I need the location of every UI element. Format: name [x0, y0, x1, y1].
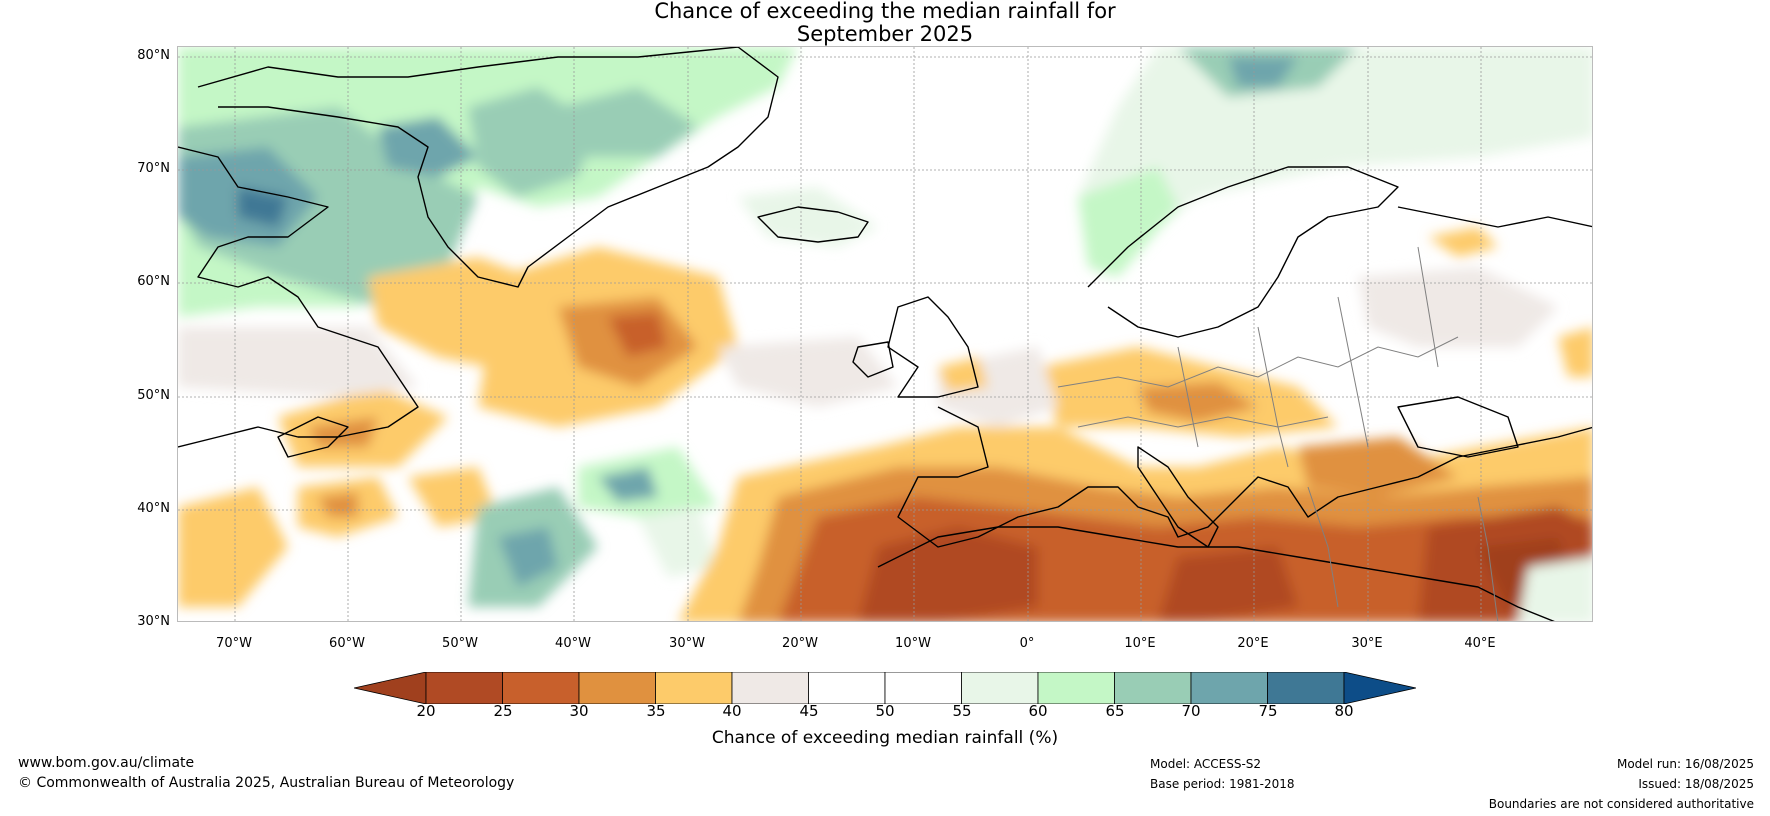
colorbar-tick-65: 65 — [1105, 702, 1125, 720]
colorbar-segment-75-80 — [1267, 672, 1345, 704]
colorbar-label: Chance of exceeding median rainfall (%) — [711, 728, 1059, 748]
lat-label-80n: 80°N — [137, 48, 170, 63]
coastline-great-britain — [887, 296, 979, 398]
coastline-southern-europe — [897, 406, 1592, 548]
coastline-greenland — [197, 47, 779, 288]
colorbar-segment-45-50 — [808, 672, 886, 704]
lon-label-20e: 20°E — [1237, 636, 1269, 651]
probability-field — [178, 47, 1592, 621]
rainfall-probability-map — [177, 46, 1593, 622]
colorbar-segments — [354, 672, 1416, 704]
coastline-black-sea — [1397, 396, 1519, 458]
map-title: Chance of exceeding the median rainfall … — [0, 0, 1770, 46]
lon-label-10w: 10°W — [895, 636, 931, 651]
footer-copyright: © Commonwealth of Australia 2025, Austra… — [18, 775, 515, 791]
colorbar-extension-high — [1343, 672, 1416, 704]
footer-website: www.bom.gov.au/climate — [18, 755, 195, 771]
colorbar-segment-70-75 — [1190, 672, 1268, 704]
colorbar-segment-35-40 — [655, 672, 733, 704]
colorbar-tick-30: 30 — [569, 702, 589, 720]
country-borders — [1057, 246, 1499, 621]
lat-label-30n: 30°N — [137, 614, 170, 629]
colorbar-segment-25-30 — [502, 672, 580, 704]
footer-model: Model: ACCESS-S2 — [1150, 757, 1262, 771]
lon-label-40w: 40°W — [555, 636, 591, 651]
map-title-line-1: Chance of exceeding the median rainfall … — [654, 0, 1116, 23]
lon-label-10e: 10°E — [1124, 636, 1156, 651]
lon-label-20w: 20°W — [782, 636, 818, 651]
colorbar-tick-45: 45 — [799, 702, 819, 720]
colorbar-tick-35: 35 — [646, 702, 666, 720]
lon-label-70w: 70°W — [216, 636, 252, 651]
colorbar-segment-30-35 — [578, 672, 656, 704]
coastline-north-africa — [877, 526, 1555, 621]
lat-label-60n: 60°N — [137, 274, 170, 289]
colorbar-tick-25: 25 — [493, 702, 513, 720]
colorbar-tick-70: 70 — [1181, 702, 1201, 720]
lon-label-60w: 60°W — [329, 636, 365, 651]
colorbar-tick-40: 40 — [722, 702, 742, 720]
colorbar-segment-50-55 — [884, 672, 962, 704]
lon-label-50w: 50°W — [442, 636, 478, 651]
footer-issued: Issued: 18/08/2025 — [1638, 777, 1754, 791]
colorbar-tick-20: 20 — [416, 702, 436, 720]
coastlines — [178, 47, 1592, 621]
colorbar-segment-20-25 — [425, 672, 503, 704]
colorbar-tick-80: 80 — [1334, 702, 1354, 720]
colorbar-tick-50: 50 — [875, 702, 895, 720]
colorbar-tick-60: 60 — [1028, 702, 1048, 720]
lon-label-40e: 40°E — [1464, 636, 1496, 651]
colorbar-segment-55-60 — [961, 672, 1039, 704]
lat-label-70n: 70°N — [137, 161, 170, 176]
colorbar-segment-40-45 — [731, 672, 809, 704]
colorbar-extension-low — [354, 672, 427, 704]
coastline-russia-north — [1397, 206, 1592, 228]
colorbar-segment-60-65 — [1037, 672, 1115, 704]
coastline-canada — [178, 146, 419, 448]
map-canvas — [178, 47, 1592, 621]
colorbar-tick-55: 55 — [952, 702, 972, 720]
colorbar-tick-75: 75 — [1258, 702, 1278, 720]
lon-label-0: 0° — [1019, 636, 1035, 651]
lon-label-30w: 30°W — [669, 636, 705, 651]
colorbar — [354, 672, 1416, 704]
coastline-iceland — [757, 206, 869, 243]
footer-model-run: Model run: 16/08/2025 — [1616, 757, 1754, 771]
coastline-scandinavia — [1087, 166, 1399, 338]
colorbar-segment-65-70 — [1114, 672, 1192, 704]
lon-label-30e: 30°E — [1351, 636, 1383, 651]
lat-label-40n: 40°N — [137, 501, 170, 516]
coastline-nova-scotia — [277, 416, 349, 458]
footer-base-period: Base period: 1981-2018 — [1150, 777, 1295, 791]
lat-label-50n: 50°N — [137, 388, 170, 403]
footer-disclaimer: Boundaries are not considered authoritat… — [1488, 797, 1754, 811]
map-title-line-2: September 2025 — [796, 22, 974, 46]
coastline-ireland — [852, 341, 894, 378]
